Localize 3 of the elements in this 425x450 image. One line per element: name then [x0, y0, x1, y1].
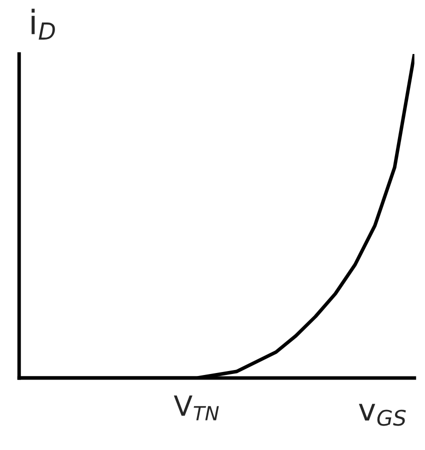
x-axis-title: v$_{GS}$ — [358, 404, 406, 426]
text: V$_{TN}$ — [174, 395, 219, 420]
y-axis-title: i$_{D}$ — [32, 8, 55, 40]
